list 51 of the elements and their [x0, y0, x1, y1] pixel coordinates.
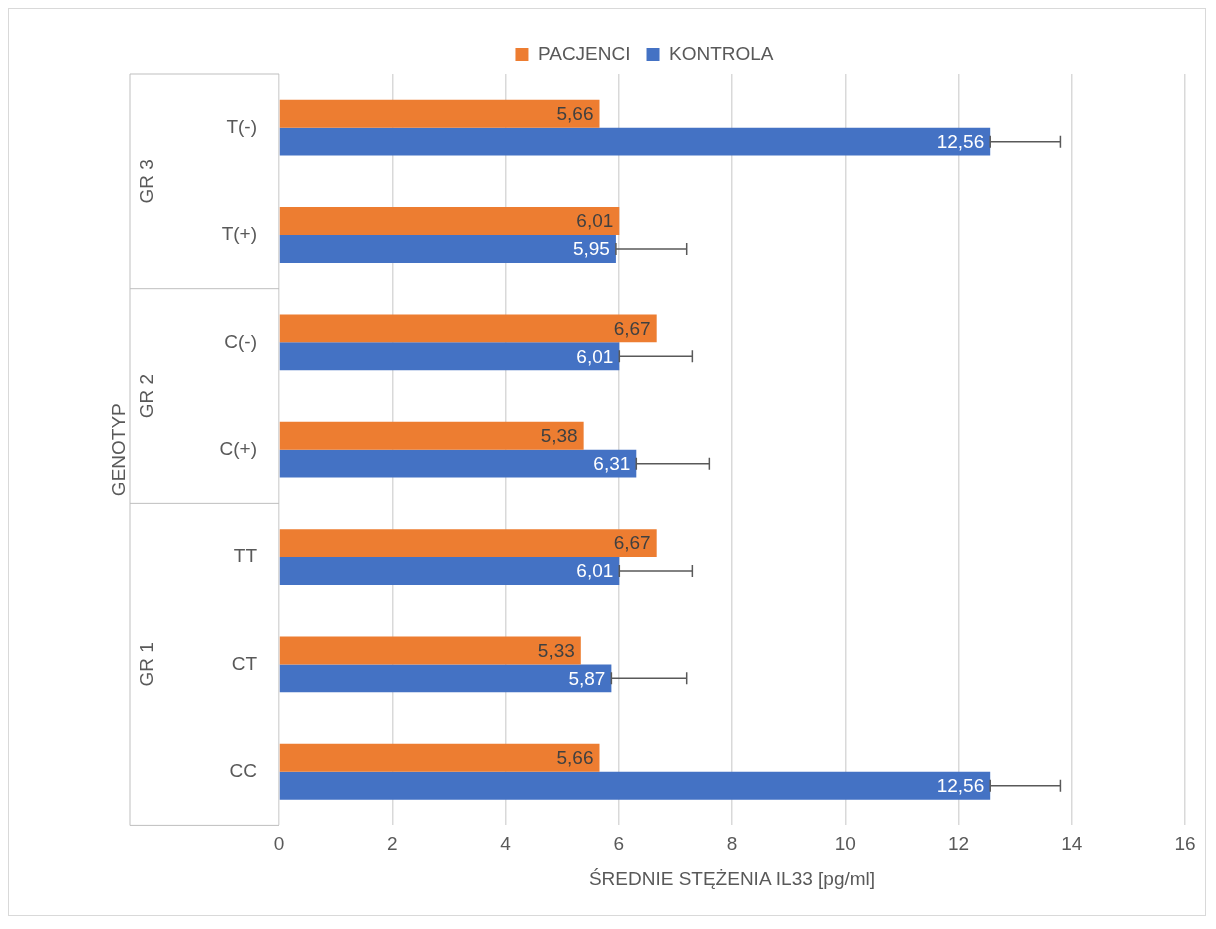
x-tick-label: 0 — [273, 833, 285, 855]
x-axis-title: ŚREDNIE STĘŻENIA IL33 [pg/ml] — [588, 867, 876, 889]
data-label: 5,66 — [556, 747, 594, 769]
y-tick-label: T(-) — [226, 115, 257, 137]
y-tick-label: T(+) — [221, 223, 257, 245]
data-label: 6,01 — [576, 345, 614, 367]
bar — [279, 636, 581, 665]
x-tick-label: 14 — [1061, 833, 1083, 855]
data-label: 5,87 — [568, 667, 606, 689]
data-label: 12,56 — [936, 774, 985, 796]
bar — [279, 207, 620, 236]
legend-label: PACJENCI — [537, 42, 631, 64]
y-tick-label: C(+) — [219, 437, 257, 459]
data-label: 5,95 — [572, 238, 610, 260]
bar — [279, 342, 620, 371]
text: GR 1 — [136, 642, 158, 687]
y-tick-label: CT — [231, 652, 258, 674]
data-label: 6,01 — [576, 560, 614, 582]
y-tick-label: CC — [229, 759, 257, 781]
bar — [279, 529, 657, 558]
data-label: 6,31 — [593, 452, 631, 474]
legend-label: KONTROLA — [669, 42, 774, 64]
bar — [279, 99, 600, 128]
x-tick-label: 2 — [386, 833, 398, 855]
bar — [279, 235, 616, 263]
x-tick-label: 8 — [726, 833, 738, 855]
x-tick-label: 6 — [613, 833, 625, 855]
x-tick-label: 10 — [834, 833, 856, 855]
x-tick-label: 4 — [500, 833, 512, 855]
x-tick-label: 12 — [947, 833, 970, 855]
text: GR 2 — [136, 373, 158, 419]
data-label: 5,66 — [556, 102, 594, 124]
text: GR 3 — [136, 159, 158, 204]
data-label: 6,01 — [576, 210, 614, 232]
bar — [279, 743, 600, 772]
bar — [279, 557, 620, 585]
bar — [279, 127, 991, 156]
data-label: 12,56 — [936, 130, 985, 152]
bar — [279, 771, 991, 800]
bar — [279, 314, 657, 343]
y-axis-title: GENOTYP — [107, 403, 129, 497]
data-label: 5,38 — [540, 424, 578, 446]
y-tick-label: TT — [233, 545, 258, 567]
data-label: 5,33 — [537, 639, 575, 661]
bar — [279, 664, 612, 693]
x-tick-label: 16 — [1174, 833, 1196, 855]
bar — [279, 449, 637, 478]
bar — [279, 421, 584, 450]
data-label: 6,67 — [613, 317, 651, 339]
data-label: 6,67 — [613, 532, 651, 554]
y-tick-label: C(-) — [224, 330, 257, 352]
